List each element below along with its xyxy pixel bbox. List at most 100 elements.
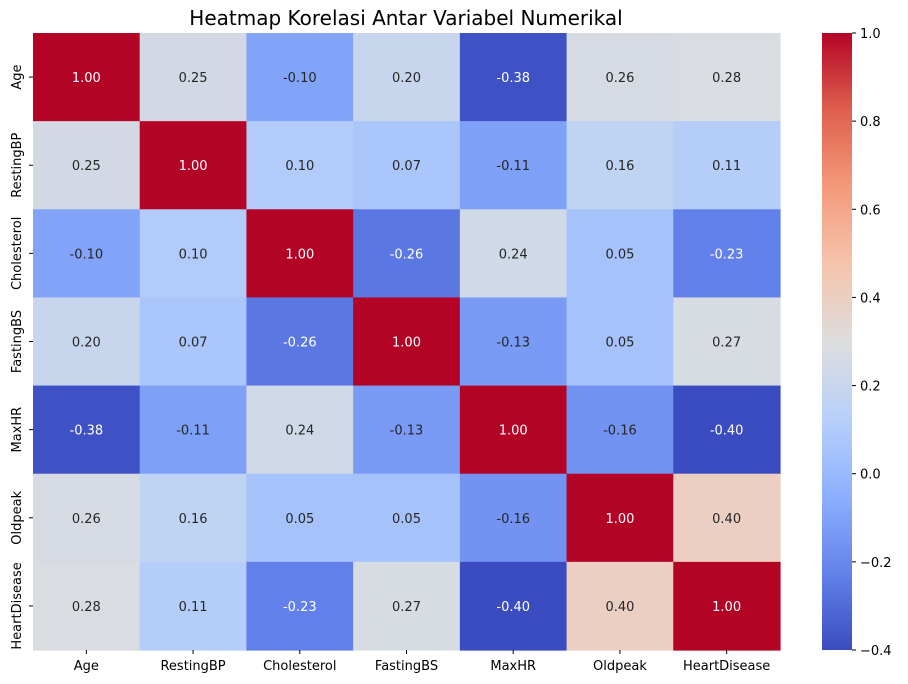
x-tick-label: FastingBS xyxy=(375,659,438,674)
colorbar xyxy=(822,33,852,650)
heatmap-cell xyxy=(353,33,461,122)
y-tick-label: FastingBS xyxy=(10,310,25,373)
cell-annotation: -0.16 xyxy=(496,512,530,527)
heatmap-cell xyxy=(139,561,248,651)
cell-annotation: 0.20 xyxy=(72,336,101,351)
heatmap-cell xyxy=(33,297,141,387)
heatmap-cell xyxy=(566,561,674,651)
heatmap-cell xyxy=(246,561,354,651)
cell-annotation: 0.11 xyxy=(712,159,741,174)
x-tick-label: Oldpeak xyxy=(593,659,647,674)
heatmap-cell xyxy=(246,385,354,475)
heatmap-cell xyxy=(673,385,781,475)
x-tick-label: HeartDisease xyxy=(683,659,770,674)
heatmap-cell xyxy=(459,33,568,122)
cell-annotation: -0.38 xyxy=(70,424,104,439)
cell-annotations: 1.00 0.25 -0.10 0.20 -0.38 0.26 0.28 0.25 1.00 0.… xyxy=(70,71,744,615)
cell-annotation: 0.28 xyxy=(712,71,741,86)
cell-annotation: 0.05 xyxy=(285,512,314,527)
cell-annotation: -0.40 xyxy=(496,600,530,615)
cell-annotation: -0.16 xyxy=(603,424,637,439)
heatmap-cell xyxy=(566,473,674,563)
cell-annotation: 0.40 xyxy=(605,600,634,615)
cell-annotation: 0.26 xyxy=(605,71,634,86)
heatmap-cell xyxy=(33,209,141,299)
colorbar-tick-label: −0.4 xyxy=(860,644,892,659)
chart-title: Heatmap Korelasi Antar Variabel Numerika… xyxy=(189,6,622,30)
heatmap-cell xyxy=(139,473,248,563)
heatmap-cell xyxy=(459,209,568,299)
x-tick-label: MaxHR xyxy=(490,659,536,674)
heatmap-cell xyxy=(459,385,568,475)
heatmap-cell xyxy=(33,385,141,475)
cell-annotation: 1.00 xyxy=(285,247,314,262)
heatmap-cell xyxy=(33,561,141,651)
heatmap-cell xyxy=(566,297,674,387)
cell-annotation: 0.16 xyxy=(605,159,634,174)
heatmap-cell xyxy=(33,121,141,210)
cell-annotation: 1.00 xyxy=(605,512,634,527)
colorbar-tick-label: 0.6 xyxy=(860,203,881,218)
cell-annotation: -0.10 xyxy=(70,247,104,262)
heatmap-cell xyxy=(33,473,141,563)
cell-annotation: -0.23 xyxy=(710,247,744,262)
cell-annotation: 0.24 xyxy=(285,424,314,439)
cell-annotation: 0.11 xyxy=(179,600,208,615)
heatmap-cell xyxy=(353,561,461,651)
heatmap-cell xyxy=(459,121,568,210)
cell-annotation: -0.26 xyxy=(283,336,317,351)
heatmap-cell xyxy=(673,33,781,122)
heatmap-cell xyxy=(673,561,781,651)
heatmap-cell xyxy=(673,473,781,563)
heatmap-cell xyxy=(566,209,674,299)
heatmap-cell xyxy=(673,297,781,387)
cell-annotation: 0.25 xyxy=(72,159,101,174)
cell-annotation: 0.16 xyxy=(179,512,208,527)
x-axis-ticks: Age RestingBP Cholesterol FastingBS MaxHR Old… xyxy=(74,650,770,674)
cell-annotation: 0.05 xyxy=(605,336,634,351)
cell-annotation: 1.00 xyxy=(179,159,208,174)
heatmap-cell xyxy=(246,297,354,387)
heatmap-cell xyxy=(673,121,781,210)
colorbar-tick-label: 0.2 xyxy=(860,380,881,395)
colorbar-tick-label: 0.8 xyxy=(860,115,881,130)
heatmap-cell xyxy=(139,385,248,475)
y-axis-ticks: Age RestingBP Cholesterol FastingBS MaxHR Old… xyxy=(10,64,33,650)
y-tick-label: Cholesterol xyxy=(10,217,25,290)
heatmap-cell xyxy=(353,473,461,563)
heatmap-cell xyxy=(353,121,461,210)
cell-annotation: 0.20 xyxy=(392,71,421,86)
colorbar-tick-label: 0.4 xyxy=(860,291,881,306)
heatmap-cell xyxy=(459,297,568,387)
cell-annotation: 0.07 xyxy=(179,336,208,351)
heatmap-cell xyxy=(139,121,248,210)
heatmap-cell xyxy=(246,473,354,563)
heatmap-cell xyxy=(246,121,354,210)
x-tick-label: RestingBP xyxy=(160,659,225,674)
cell-annotation: 0.05 xyxy=(392,512,421,527)
cell-annotation: -0.11 xyxy=(176,424,210,439)
heatmap-cell xyxy=(353,385,461,475)
cell-annotation: 0.10 xyxy=(285,159,314,174)
y-tick-label: MaxHR xyxy=(10,407,25,453)
cell-annotation: 0.25 xyxy=(179,71,208,86)
cell-annotation: 1.00 xyxy=(712,600,741,615)
heatmap-cell xyxy=(459,561,568,651)
heatmap-cell xyxy=(353,209,461,299)
heatmap-cell xyxy=(139,297,248,387)
heatmap-cell xyxy=(246,33,354,122)
cell-annotation: 1.00 xyxy=(499,424,528,439)
cell-annotation: 0.05 xyxy=(605,247,634,262)
cell-annotation: -0.13 xyxy=(496,336,530,351)
heatmap-cell xyxy=(246,209,354,299)
cell-annotation: 0.24 xyxy=(499,247,528,262)
heatmap-cell xyxy=(33,33,141,122)
cell-annotation: -0.10 xyxy=(283,71,317,86)
cell-annotation: -0.26 xyxy=(390,247,424,262)
cell-annotation: -0.38 xyxy=(496,71,530,86)
cell-annotation: -0.11 xyxy=(496,159,530,174)
cell-annotation: 0.10 xyxy=(179,247,208,262)
y-tick-label: HeartDisease xyxy=(10,562,25,649)
heatmap-cell xyxy=(566,33,674,122)
cell-annotation: 0.28 xyxy=(72,600,101,615)
